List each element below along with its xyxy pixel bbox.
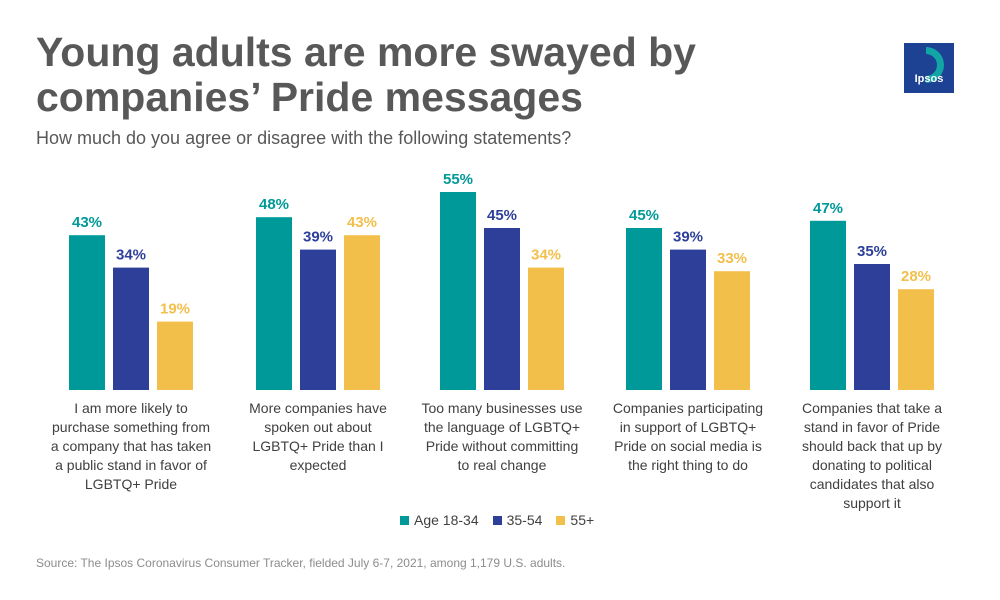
category-label-line: Pride without committing <box>426 438 579 454</box>
legend: Age 18-34 35-54 55+ <box>400 512 594 528</box>
bar <box>344 235 380 390</box>
data-label: 19% <box>160 301 190 318</box>
category-label: Companies participating in support of LGB… <box>613 400 763 473</box>
bar <box>113 267 149 390</box>
bar <box>898 289 934 390</box>
chart-title: Young adults are more swayed by companie… <box>36 29 696 120</box>
category-label-line: the right thing to do <box>628 457 748 473</box>
data-label: 39% <box>303 229 333 246</box>
data-label: 48% <box>259 196 289 213</box>
bar <box>810 220 846 390</box>
category-label-line: LGBTQ+ Pride <box>85 476 177 492</box>
category-label: Too many businesses use the language of L… <box>421 400 582 473</box>
category-label-line: stand in favor of Pride <box>804 419 940 435</box>
chart-subtitle: How much do you agree or disagree with t… <box>36 128 572 148</box>
category-label-line: LGBTQ+ Pride than I <box>252 438 383 454</box>
bar <box>626 228 662 390</box>
category-label-line: a company that has taken <box>51 438 211 454</box>
legend-item-18-34: Age 18-34 <box>400 512 479 528</box>
data-label: 28% <box>901 268 931 285</box>
bar <box>157 321 193 390</box>
bar <box>670 249 706 390</box>
category-label-line: Too many businesses use <box>421 400 582 416</box>
category-label-line: support it <box>843 495 901 511</box>
legend-swatch <box>556 515 566 525</box>
bar <box>528 267 564 390</box>
data-label: 45% <box>487 207 517 224</box>
category-label-line: I am more likely to <box>74 400 188 416</box>
category-label: I am more likely to purchase something fr… <box>51 400 211 492</box>
legend-swatch <box>492 515 502 525</box>
bar <box>484 228 520 390</box>
ipsos-logo: Ipsos <box>904 43 954 93</box>
category-label-line: in support of LGBTQ+ <box>620 419 757 435</box>
category-label: More companies have spoken out about LGBTQ… <box>249 400 387 473</box>
category-label-line: to real change <box>458 457 547 473</box>
category-label-line: More companies have <box>249 400 387 416</box>
logo-text: Ipsos <box>914 73 944 85</box>
bar <box>440 192 476 390</box>
data-label: 47% <box>813 200 843 217</box>
source-note: Source: The Ipsos Coronavirus Consumer T… <box>36 556 566 570</box>
logo-shape-icon <box>904 43 954 93</box>
bar <box>256 217 292 390</box>
data-label: 34% <box>531 247 561 264</box>
category-label: Companies that take a stand in favor of P… <box>802 400 942 511</box>
data-label: 33% <box>717 250 747 267</box>
legend-item-35-54: 35-54 <box>492 512 543 528</box>
category-label-line: spoken out about <box>264 419 372 435</box>
legend-label: 35-54 <box>506 512 543 528</box>
data-label: 35% <box>857 243 887 260</box>
category-label-line: Pride on social media is <box>614 438 762 454</box>
data-label: 39% <box>673 229 703 246</box>
data-label: 45% <box>629 207 659 224</box>
data-label: 34% <box>116 247 146 264</box>
data-label: 43% <box>347 214 377 231</box>
legend-label: 55+ <box>570 512 595 528</box>
bar <box>300 249 336 390</box>
bar <box>714 271 750 390</box>
bar <box>854 264 890 390</box>
category-label-line: the language of LGBTQ+ <box>424 419 580 435</box>
legend-label: Age 18-34 <box>414 512 479 528</box>
legend-item-55-plus: 55+ <box>556 512 594 528</box>
category-label-line: purchase something from <box>52 419 210 435</box>
category-label-line: should back that up by <box>802 438 942 454</box>
bar <box>69 235 105 390</box>
category-label-line: expected <box>290 457 347 473</box>
data-label: 43% <box>72 214 102 231</box>
legend-swatch <box>400 515 409 525</box>
data-label: 55% <box>443 171 473 188</box>
category-label-line: donating to political <box>812 457 932 473</box>
category-label-line: a public stand in favor of <box>55 457 207 473</box>
category-label-line: Companies that take a <box>802 400 942 416</box>
category-label-line: Companies participating <box>613 400 763 416</box>
category-label-line: candidates that also <box>810 476 935 492</box>
